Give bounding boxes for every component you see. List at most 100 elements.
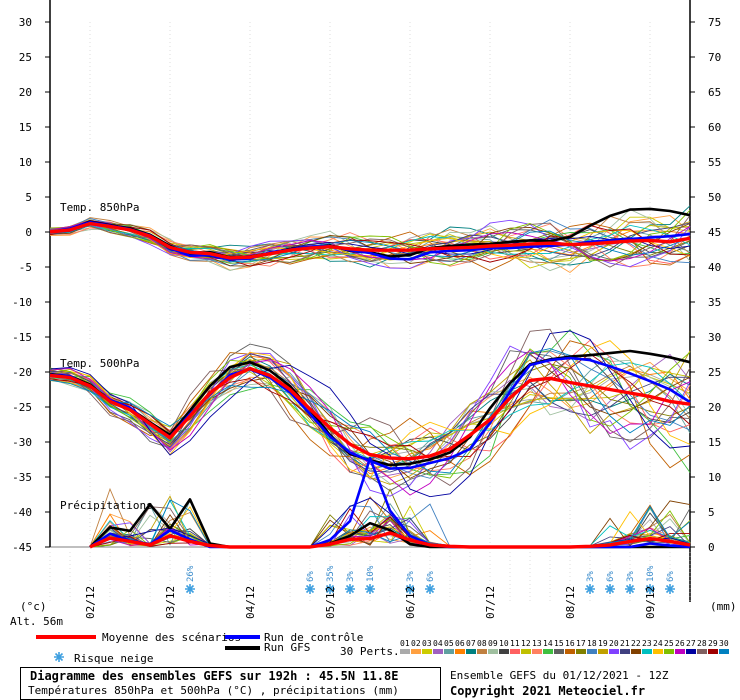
legend-snow-label: Risque neige xyxy=(74,652,153,665)
perts-label: 30 Perts. xyxy=(340,645,400,658)
pert-color-swatch xyxy=(510,649,520,654)
date-tick-label: 07/12 xyxy=(484,586,497,619)
snowflake-icon xyxy=(365,584,375,594)
pert-color-swatch xyxy=(609,649,619,654)
snow-risk-pct: 3% xyxy=(626,571,636,582)
pert-color-swatch xyxy=(411,649,421,654)
right-tick-label: 65 xyxy=(708,86,721,99)
snowflake-glyph xyxy=(645,584,655,594)
snow-risk-pct: 35% xyxy=(326,565,336,582)
pert-color-swatch xyxy=(400,649,410,654)
pert-500-line xyxy=(49,348,691,479)
pert-id-label: 23 xyxy=(642,639,652,648)
right-tick-label: 35 xyxy=(708,296,721,309)
pert-id-label: 04 xyxy=(433,639,443,648)
pert-id-label: 15 xyxy=(554,639,564,648)
footer-subtitle: Températures 850hPa et 500hPa (°C) , pré… xyxy=(28,684,399,697)
pert-id-label: 03 xyxy=(422,639,432,648)
pert-id-label: 26 xyxy=(675,639,685,648)
right-tick-label: 40 xyxy=(708,261,721,274)
left-tick-label: 10 xyxy=(19,156,32,169)
pert-id-label: 27 xyxy=(686,639,696,648)
pert-color-swatch xyxy=(653,649,663,654)
pert-id-label: 13 xyxy=(532,639,542,648)
legend-gfs-label: Run GFS xyxy=(264,641,310,654)
pert-color-swatch xyxy=(642,649,652,654)
snowflake-glyph xyxy=(585,584,595,594)
snowflake-glyph xyxy=(425,584,435,594)
left-tick-label: -5 xyxy=(19,261,32,274)
left-tick-label: -35 xyxy=(12,471,32,484)
date-tick-label: 08/12 xyxy=(564,586,577,619)
perturbation-legend: 01 02 03 04 05 06 07 08 09 10 11 12 13 14 15 16 17 18 19 20… xyxy=(400,639,729,654)
pert-500-line xyxy=(49,349,691,496)
snow-risk-pct: 6% xyxy=(306,571,316,582)
date-tick-label: 05/12 xyxy=(324,586,337,619)
left-tick-label: 5 xyxy=(25,191,32,204)
snow-risk-pct: 3% xyxy=(346,571,356,582)
left-tick-label: -10 xyxy=(12,296,32,309)
snow-risk-markers: 26% 6% 35% 3% 10% 3% 6% 3% 6% 3% 10% 6% xyxy=(185,565,676,594)
pert-color-swatch xyxy=(554,649,564,654)
left-tick-label: 0 xyxy=(25,226,32,239)
footer-title-box xyxy=(20,667,441,700)
pert-color-swatch xyxy=(422,649,432,654)
date-tick-label: 04/12 xyxy=(244,586,257,619)
left-tick-label: -30 xyxy=(12,436,32,449)
left-tick-label: -25 xyxy=(12,401,32,414)
snowflake-icon xyxy=(625,584,635,594)
snowflake-glyph xyxy=(625,584,635,594)
main-series-lines xyxy=(49,207,691,549)
pert-id-label: 16 xyxy=(565,639,575,648)
right-tick-label: 20 xyxy=(708,401,721,414)
snowflake-icon xyxy=(585,584,595,594)
series-precip-line xyxy=(89,531,691,549)
pert-color-swatch xyxy=(620,649,630,654)
pert-color-swatch xyxy=(675,649,685,654)
pert-color-swatch xyxy=(499,649,509,654)
pert-color-swatch xyxy=(444,649,454,654)
right-tick-label: 70 xyxy=(708,51,721,64)
x-axis-date-ticks: 02/12 03/12 04/12 05/12 06/12 07/12 08/12 09/12 xyxy=(84,586,657,619)
plot-background xyxy=(50,0,690,547)
legend-mean-label: Moyenne des scénarios xyxy=(102,631,241,644)
pert-id-label: 05 xyxy=(444,639,454,648)
pert-color-swatch xyxy=(543,649,553,654)
pert-id-label: 09 xyxy=(488,639,498,648)
pert-500-line xyxy=(49,328,691,486)
right-tick-label: 60 xyxy=(708,121,721,134)
snow-risk-pct: 10% xyxy=(366,565,376,582)
pert-id-label: 24 xyxy=(653,639,663,648)
pert-id-label: 28 xyxy=(697,639,707,648)
pert-color-swatch xyxy=(631,649,641,654)
pert-color-swatch xyxy=(477,649,487,654)
pert-500-line xyxy=(49,348,691,474)
pert-id-label: 11 xyxy=(510,639,520,648)
pert-id-label: 25 xyxy=(664,639,674,648)
right-tick-label: 15 xyxy=(708,436,721,449)
altitude-label: Alt. 56m xyxy=(10,615,63,628)
snowflake-icon xyxy=(54,652,64,662)
snow-risk-pct: 6% xyxy=(606,571,616,582)
left-axis-unit: (°c) xyxy=(20,600,47,613)
right-tick-label: 55 xyxy=(708,156,721,169)
snowflake-glyph xyxy=(185,584,195,594)
pert-id-label: 01 xyxy=(400,639,410,648)
snow-risk-pct: 26% xyxy=(186,565,196,582)
snow-risk-pct: 10% xyxy=(646,565,656,582)
panel-label-precip: Précipitations xyxy=(60,499,153,512)
pert-id-label: 02 xyxy=(411,639,421,648)
snowflake-icon xyxy=(605,584,615,594)
left-axis-ticks: 30 25 20 15 10 5 0 -5 -10 -15 -20 -25 -30 -35 -40 -45 xyxy=(12,16,50,554)
legend-control-label: Run de contrôle xyxy=(264,631,363,644)
pert-color-swatch xyxy=(719,649,729,654)
pert-850-line xyxy=(49,219,691,262)
pert-id-label: 06 xyxy=(455,639,465,648)
date-tick-label: 06/12 xyxy=(404,586,417,619)
right-tick-label: 10 xyxy=(708,471,721,484)
pert-color-swatch xyxy=(664,649,674,654)
left-tick-label: 20 xyxy=(19,86,32,99)
snowflake-icon xyxy=(345,584,355,594)
left-tick-label: -45 xyxy=(12,541,32,554)
ensemble-run-label: Ensemble GEFS du 01/12/2021 - 12Z xyxy=(450,669,669,682)
